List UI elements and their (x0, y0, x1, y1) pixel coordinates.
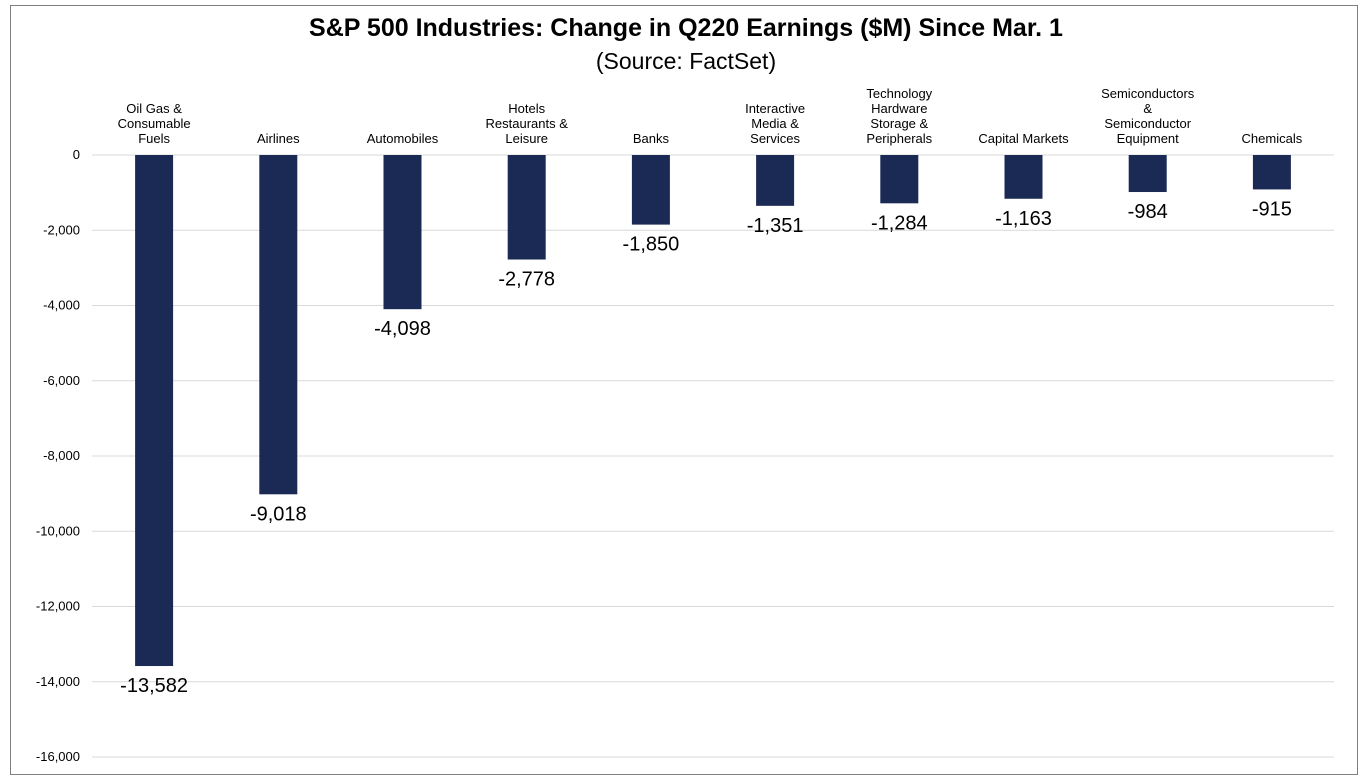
y-tick-label: -6,000 (43, 373, 80, 388)
y-tick-label: -14,000 (36, 674, 80, 689)
y-axis-ticks: 0 -2,000 -4,000 -6,000 -8,000 -10,000 -12,000 -… (36, 147, 80, 764)
bar (880, 155, 919, 204)
chart-subtitle: (Source: FactSet) (595, 48, 777, 74)
data-label: -2,778 (498, 269, 555, 291)
y-tick-label: -10,000 (36, 523, 80, 538)
data-label: -1,351 (747, 215, 804, 237)
category-label: Automobiles (367, 131, 439, 146)
category-label: Chemicals (1242, 131, 1303, 146)
bar (1252, 155, 1291, 190)
data-label: -984 (1128, 201, 1168, 223)
data-label: -1,850 (623, 234, 680, 256)
bar (756, 155, 795, 206)
bar (383, 155, 422, 310)
data-label: -13,582 (120, 675, 188, 697)
bar (631, 155, 670, 225)
category-label: Hotels Restaurants & Leisure (486, 101, 569, 146)
data-label: -915 (1252, 198, 1292, 220)
bar (1004, 155, 1043, 199)
bars (135, 155, 1291, 667)
category-label: Semiconductors & Semiconductor Equipment (1101, 86, 1195, 146)
bar (507, 155, 546, 260)
data-labels: -13,582 -9,018 -4,098 -2,778 -1,850 -1,351 -1,… (120, 198, 1292, 697)
chart-frame (10, 5, 1358, 775)
data-label: -1,163 (995, 208, 1052, 230)
bar (259, 155, 298, 495)
category-label: Interactive Media & Services (745, 101, 805, 146)
chart-title: S&P 500 Industries: Change in Q220 Earni… (309, 14, 1063, 42)
data-label: -4,098 (374, 318, 431, 340)
category-label: Capital Markets (978, 131, 1069, 146)
category-label: Technology Hardware Storage & Peripherals (866, 86, 932, 146)
category-label: Banks (633, 131, 670, 146)
bar (135, 155, 174, 667)
y-tick-label: -12,000 (36, 599, 80, 614)
category-labels: Oil Gas & Consumable Fuels Airlines Automobi… (118, 86, 1303, 146)
category-label: Oil Gas & Consumable Fuels (118, 101, 191, 146)
y-tick-label: -16,000 (36, 749, 80, 764)
category-label: Airlines (257, 131, 300, 146)
grid-lines (92, 154, 1334, 758)
data-label: -9,018 (250, 503, 307, 525)
y-tick-label: 0 (73, 147, 80, 162)
bar (1128, 155, 1167, 193)
y-tick-label: -2,000 (43, 222, 80, 237)
y-tick-label: -4,000 (43, 298, 80, 313)
y-tick-label: -8,000 (43, 448, 80, 463)
data-label: -1,284 (871, 212, 928, 234)
